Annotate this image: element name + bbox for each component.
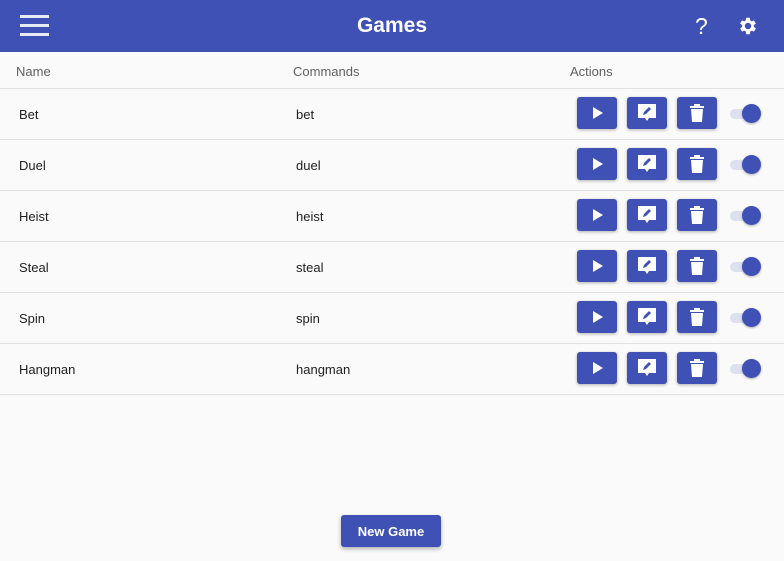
game-name: Steal <box>19 260 49 275</box>
play-icon <box>590 310 604 324</box>
delete-button[interactable] <box>677 199 717 231</box>
play-icon <box>590 259 604 273</box>
table-row: Spin spin <box>0 293 784 344</box>
play-button[interactable] <box>577 97 617 129</box>
edit-button[interactable] <box>627 97 667 129</box>
game-name: Heist <box>19 209 49 224</box>
game-command: hangman <box>296 362 351 377</box>
trash-icon <box>689 359 705 377</box>
trash-icon <box>689 206 705 224</box>
play-button[interactable] <box>577 199 617 231</box>
edit-button[interactable] <box>627 301 667 333</box>
game-name: Hangman <box>19 362 76 377</box>
trash-icon <box>689 104 705 122</box>
enable-toggle[interactable] <box>730 307 762 327</box>
page-title: Games <box>356 14 428 37</box>
game-command: heist <box>296 209 324 224</box>
play-icon <box>590 106 604 120</box>
new-game-button[interactable]: New Game <box>341 515 441 547</box>
menu-icon[interactable] <box>20 15 49 37</box>
edit-icon <box>636 102 658 124</box>
table-row: Hangman hangman <box>0 344 784 395</box>
edit-button[interactable] <box>627 148 667 180</box>
edit-icon <box>636 204 658 226</box>
edit-button[interactable] <box>627 199 667 231</box>
edit-icon <box>636 306 658 328</box>
delete-button[interactable] <box>677 148 717 180</box>
edit-icon <box>636 255 658 277</box>
enable-toggle[interactable] <box>730 103 762 123</box>
help-icon[interactable]: ? <box>695 13 708 39</box>
column-header-actions: Actions <box>570 64 613 79</box>
game-name: Bet <box>19 107 39 122</box>
table-row: Heist heist <box>0 191 784 242</box>
play-icon <box>590 157 604 171</box>
gear-icon[interactable] <box>737 15 759 37</box>
edit-button[interactable] <box>627 352 667 384</box>
play-icon <box>590 361 604 375</box>
column-header-name: Name <box>16 64 51 79</box>
delete-button[interactable] <box>677 301 717 333</box>
app-bar: Games ? <box>0 0 784 52</box>
table-row: Duel duel <box>0 140 784 191</box>
game-name: Spin <box>19 311 46 326</box>
play-button[interactable] <box>577 352 617 384</box>
play-button[interactable] <box>577 148 617 180</box>
trash-icon <box>689 155 705 173</box>
table-row: Steal steal <box>0 242 784 293</box>
enable-toggle[interactable] <box>730 205 762 225</box>
game-command: duel <box>296 158 321 173</box>
trash-icon <box>689 308 705 326</box>
enable-toggle[interactable] <box>730 358 762 378</box>
game-command: spin <box>296 311 320 326</box>
table-row: Bet bet <box>0 89 784 140</box>
delete-button[interactable] <box>677 250 717 282</box>
delete-button[interactable] <box>677 352 717 384</box>
game-command: steal <box>296 260 324 275</box>
enable-toggle[interactable] <box>730 256 762 276</box>
play-button[interactable] <box>577 301 617 333</box>
game-name: Duel <box>19 158 46 173</box>
column-header-commands: Commands <box>293 64 360 79</box>
enable-toggle[interactable] <box>730 154 762 174</box>
table-header: Name Commands Actions <box>0 52 784 89</box>
delete-button[interactable] <box>677 97 717 129</box>
trash-icon <box>689 257 705 275</box>
edit-button[interactable] <box>627 250 667 282</box>
play-button[interactable] <box>577 250 617 282</box>
edit-icon <box>636 153 658 175</box>
play-icon <box>590 208 604 222</box>
game-command: bet <box>296 107 315 122</box>
edit-icon <box>636 357 658 379</box>
